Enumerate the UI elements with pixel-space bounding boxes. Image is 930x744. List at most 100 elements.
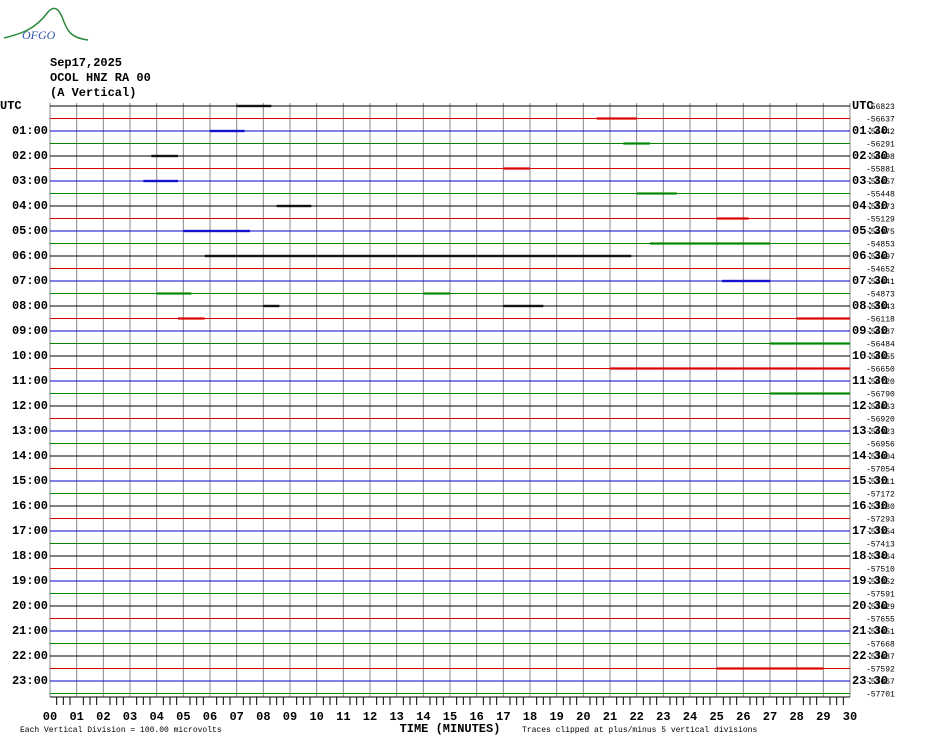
x-tick-label: 19 [549,710,563,724]
logo-curve [3,7,89,41]
offset-label: -57591 [866,591,895,600]
activity-burst [263,304,280,308]
activity-burst [722,279,770,283]
activity-burst [151,154,178,158]
activity-burst [770,342,850,345]
offset-label: -57552 [866,578,895,587]
right-time-label: 10:30 [852,349,888,363]
offset-label: -56442 [866,128,895,137]
offset-label: -56823 [866,103,895,112]
x-tick-label: 05 [176,710,190,724]
offset-label: -56387 [866,328,895,337]
offset-label: -56291 [866,141,895,150]
activity-burst [143,179,178,183]
offset-label: -55657 [866,178,895,187]
activity-burst [610,367,850,370]
activity-burst [796,317,850,320]
right-time-label: 02:30 [852,149,888,163]
x-tick-label: 15 [443,710,457,724]
activity-burst [503,167,530,170]
x-tick-label: 04 [149,710,163,724]
x-tick-label: 09 [283,710,297,724]
x-tick-label: 14 [416,710,430,724]
activity-burst [650,242,770,245]
offset-label: -54652 [866,266,895,275]
offset-label: -56923 [866,428,895,437]
activity-burst [636,192,677,195]
offset-label: -57413 [866,541,895,550]
offset-label: -54697 [866,253,895,262]
offset-label: -56555 [866,353,895,362]
left-time-label: 17:00 [12,524,48,538]
x-tick-label: 18 [523,710,537,724]
activity-burst [276,204,312,208]
offset-label: -57464 [866,553,895,562]
offset-label: -57592 [866,666,895,675]
x-tick-label: 26 [736,710,750,724]
left-time-label: UTC [0,99,22,113]
logo: OFGO [22,28,56,42]
x-tick-label: 20 [576,710,590,724]
offset-label: -57054 [866,466,895,475]
right-time-label: 21:30 [852,624,888,638]
x-tick-label: 22 [629,710,643,724]
component: (A Vertical) [50,86,136,100]
x-axis-label: TIME (MINUTES) [400,722,501,736]
activity-burst [716,217,749,220]
activity-burst [210,129,245,133]
left-time-label: 18:00 [12,549,48,563]
offset-label: -57655 [866,616,895,625]
right-time-label: 01:30 [852,124,888,138]
x-tick-label: 29 [816,710,830,724]
x-tick-label: 28 [789,710,803,724]
offset-label: -56790 [866,391,895,400]
offset-label: -57004 [866,453,895,462]
left-time-label: 21:00 [12,624,48,638]
left-time-label: 13:00 [12,424,48,438]
activity-burst [596,117,637,120]
offset-label: -57293 [866,516,895,525]
x-tick-label: 21 [603,710,617,724]
offset-label: -55881 [866,166,895,175]
offset-label: -57354 [866,528,895,537]
activity-burst [770,392,850,395]
offset-label: -56637 [866,116,895,125]
left-time-label: 12:00 [12,399,48,413]
offset-label: -56650 [866,366,895,375]
offset-label: -55273 [866,203,895,212]
right-time-label: 04:30 [852,199,888,213]
left-time-label: 02:00 [12,149,48,163]
x-tick-label: 23 [656,710,670,724]
activity-burst [183,229,250,233]
offset-label: -54853 [866,241,895,250]
offset-label: -55543 [866,303,895,312]
left-time-label: 16:00 [12,499,48,513]
right-time-label: 07:30 [852,274,888,288]
x-tick-label: 02 [96,710,110,724]
activity-burst [178,317,205,320]
x-tick-label: 17 [496,710,510,724]
x-tick-label: 07 [229,710,243,724]
offset-label: -56956 [866,441,895,450]
scale-note: Each Vertical Division = 100.00 microvol… [20,726,222,735]
offset-label: -57230 [866,503,895,512]
offset-label: -55448 [866,191,895,200]
offset-label: -54873 [866,291,895,300]
right-time-label: 13:30 [852,424,888,438]
left-time-label: 08:00 [12,299,48,313]
right-time-label: 05:30 [852,224,888,238]
left-time-label: 22:00 [12,649,48,663]
left-time-label: 07:00 [12,274,48,288]
offset-label: -57172 [866,491,895,500]
x-tick-label: 00 [43,710,57,724]
offset-label: -56118 [866,316,895,325]
x-tick-label: 30 [843,710,857,724]
left-time-label: 19:00 [12,574,48,588]
offset-label: -54975 [866,228,895,237]
offset-label: -57687 [866,653,895,662]
left-time-label: 11:00 [12,374,48,388]
right-time-label: 16:30 [852,499,888,513]
x-tick-label: 08 [256,710,270,724]
x-tick-label: 24 [683,710,697,724]
right-time-label: 09:30 [852,324,888,338]
